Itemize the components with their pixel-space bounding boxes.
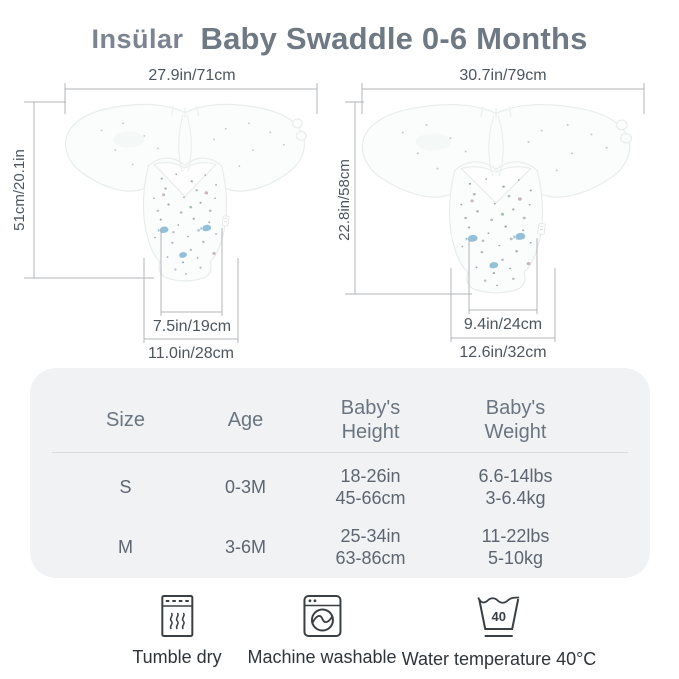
header: Insülar Baby Swaddle 0-6 Months xyxy=(0,14,679,64)
cell-age: 3-6M xyxy=(224,536,266,557)
cell-weight: 11-22lbs 5-10kg xyxy=(481,526,550,568)
machine-washable-icon xyxy=(303,595,341,637)
table-row-size-s: S 0-3M 18-26in 45-66cm 6.6-14lbs 3-6.4kg xyxy=(58,463,588,511)
dim-line-top-large xyxy=(361,83,645,114)
dim-bottom-outer-large: 12.6in/32cm xyxy=(459,344,546,361)
cell-weight: 6.6-14lbs 3-6.4kg xyxy=(478,466,553,508)
brand-logo: Insülar xyxy=(91,23,184,54)
cell-height: 25-34in 63-86cm xyxy=(335,526,406,568)
size-m-diagram: 30.7in/79cm 22.8in/58cm 9.4in/24cm 12.6i… xyxy=(336,58,677,375)
size-chart-panel: Size Age Baby's Height Baby's Weight S 0… xyxy=(30,368,650,578)
table-row-size-m: M 3-6M 25-34in 63-86cm 11-22lbs 5-10kg xyxy=(58,523,588,571)
dim-side-height-small: 51cm/20.1in xyxy=(11,149,28,231)
dim-line-outer-large xyxy=(450,268,556,342)
care-item-water-temperature: 40 Water temperature 40°C xyxy=(401,594,597,670)
cell-age: 0-3M xyxy=(224,476,266,497)
page-title: Baby Swaddle 0-6 Months xyxy=(200,21,588,56)
dim-line-side-small xyxy=(24,101,154,279)
cell-size: S xyxy=(119,476,132,497)
water-temperature-value: 40 xyxy=(492,609,506,624)
care-label-tumble-dry: Tumble dry xyxy=(132,647,222,667)
dim-line-outer-small xyxy=(143,258,239,343)
col-header-size: Size xyxy=(106,408,145,431)
dim-side-height-large: 22.8in/58cm xyxy=(337,159,353,241)
dim-top-width-large: 30.7in/79cm xyxy=(459,67,546,84)
care-item-tumble-dry: Tumble dry xyxy=(132,594,222,668)
col-header-height: Baby's Height xyxy=(340,397,401,443)
size-chart-header-row: Size Age Baby's Height Baby's Weight xyxy=(58,394,588,446)
size-s-diagram: 27.9in/71cm 51cm/20.1in 7.5in/19cm 11.0i… xyxy=(2,58,338,375)
swaddle-illustration-large xyxy=(361,103,633,294)
care-instructions: Tumble dry Machine washable 40 Water tem… xyxy=(0,594,679,674)
dim-line-top-small xyxy=(64,83,318,114)
dim-bottom-inner-large: 9.4in/24cm xyxy=(464,316,542,333)
header-divider xyxy=(52,452,628,453)
col-header-weight: Baby's Weight xyxy=(484,397,547,443)
cell-height: 18-26in 45-66cm xyxy=(335,466,406,508)
dim-line-inner-large xyxy=(468,238,538,314)
dim-top-width-small: 27.9in/71cm xyxy=(148,67,235,84)
col-header-age: Age xyxy=(227,408,264,431)
dim-bottom-inner-small: 7.5in/19cm xyxy=(153,318,231,335)
tumble-dry-icon xyxy=(160,595,193,637)
care-item-machine-washable: Machine washable xyxy=(247,594,397,668)
swaddle-illustration-small xyxy=(64,103,307,282)
care-label-machine-washable: Machine washable xyxy=(247,647,397,667)
water-temperature-icon: 40 xyxy=(477,596,520,637)
dim-bottom-outer-small: 11.0in/28cm xyxy=(148,345,234,362)
care-label-water-temperature: Water temperature 40°C xyxy=(401,649,597,669)
dim-line-inner-small xyxy=(160,228,223,316)
cell-size: M xyxy=(118,536,133,557)
